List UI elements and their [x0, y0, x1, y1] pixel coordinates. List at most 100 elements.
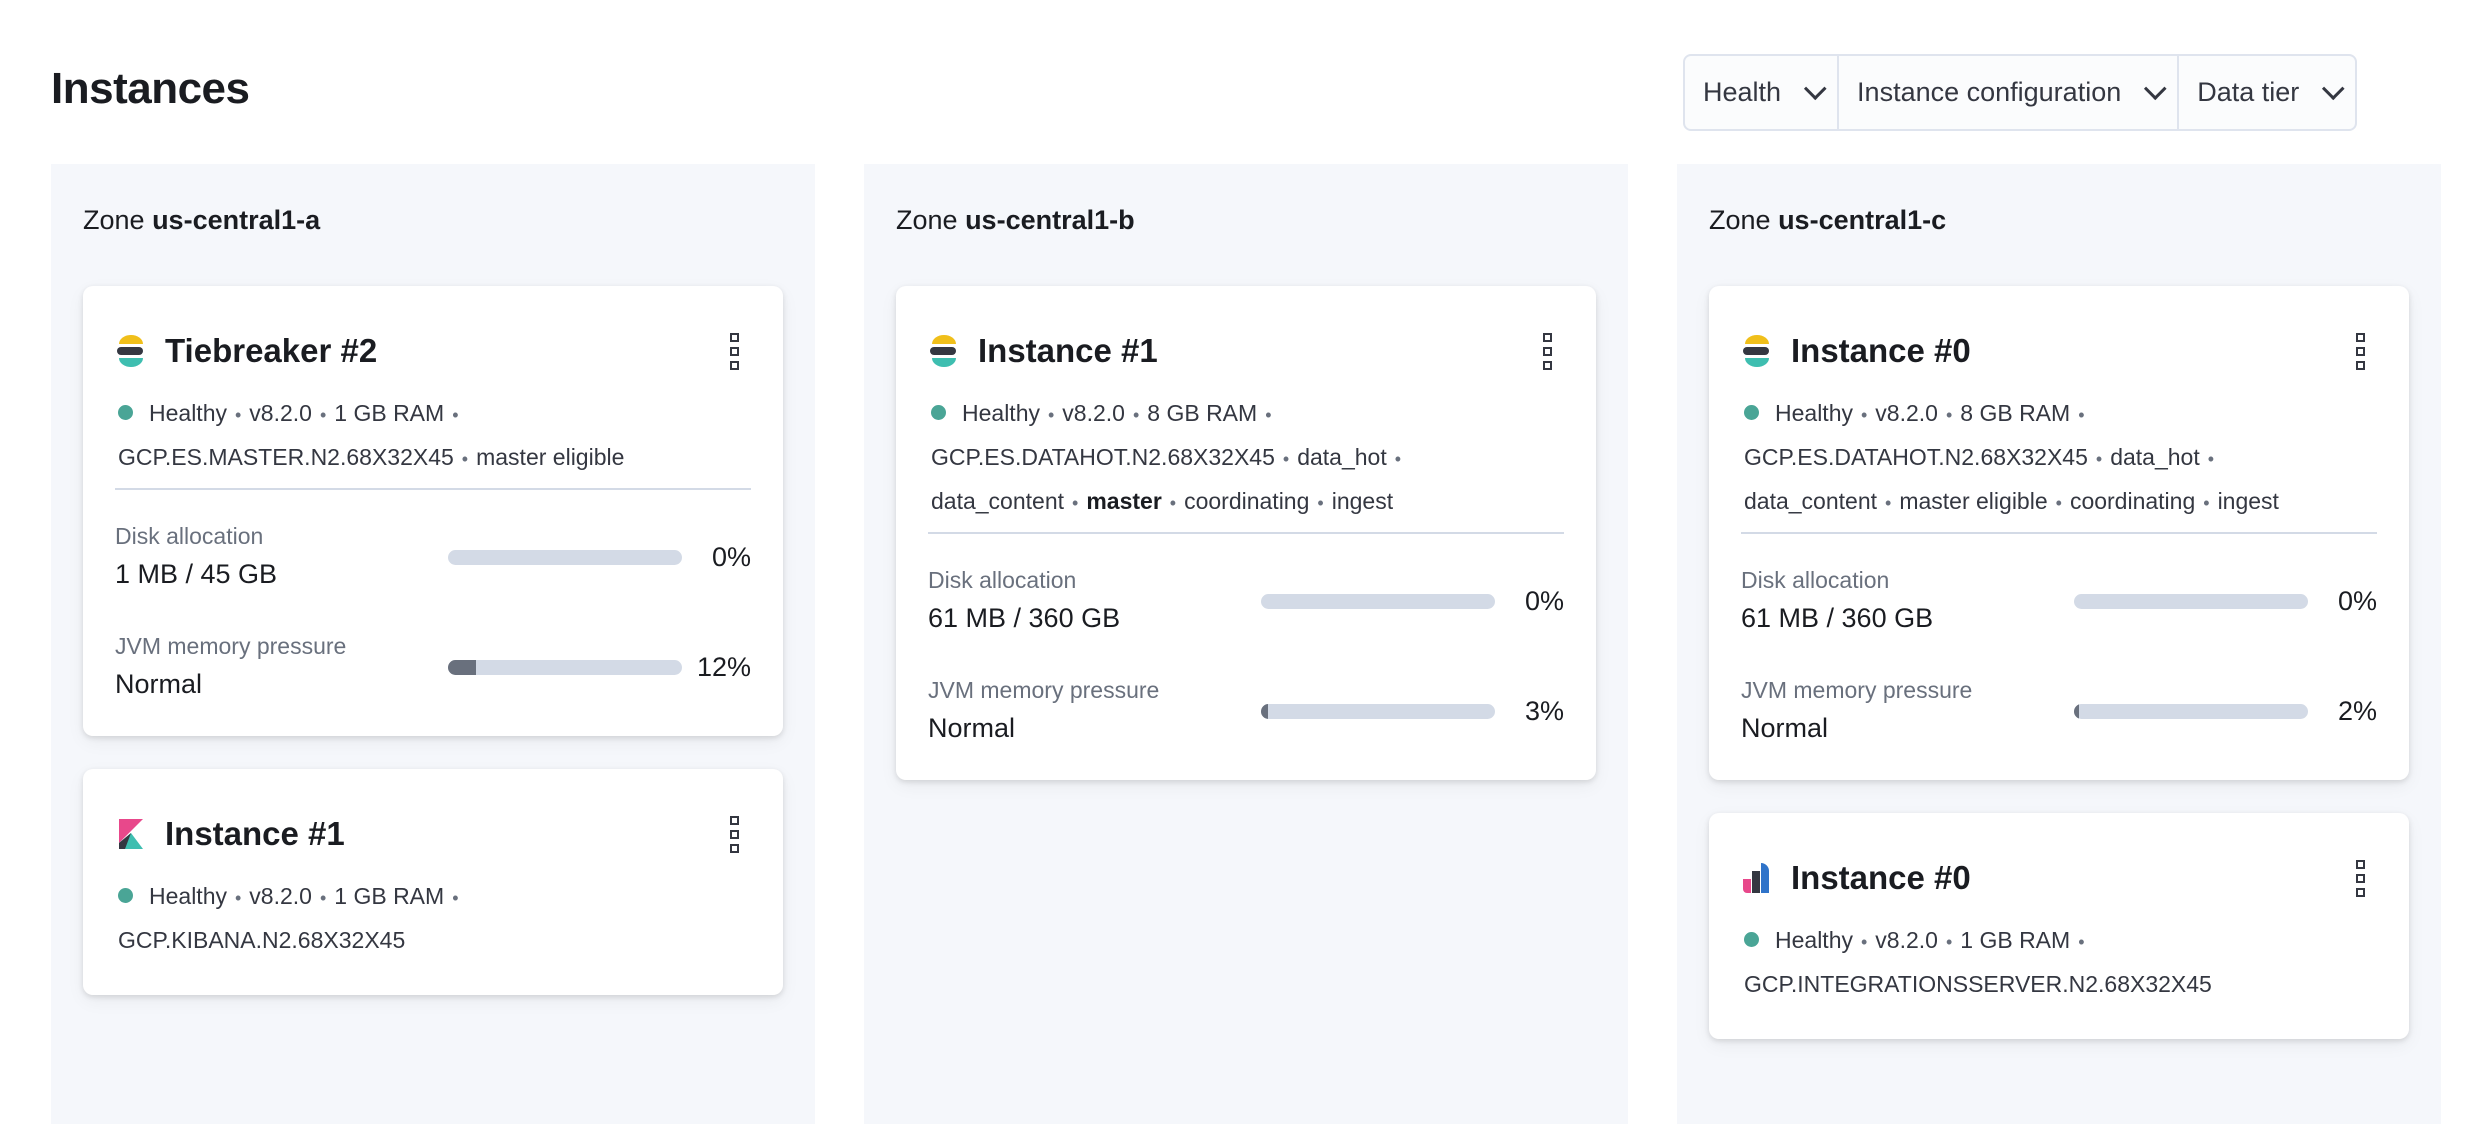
instance-attribute: GCP.ES.MASTER.N2.68X32X45: [118, 444, 454, 470]
health-status-dot: [118, 888, 133, 904]
health-status-dot: [1744, 405, 1759, 421]
filter-label: Instance configuration: [1857, 77, 2122, 107]
instance-attribute: GCP.KIBANA.N2.68X32X45: [118, 927, 406, 953]
separator: •: [1945, 405, 1953, 425]
more-actions-icon[interactable]: [1543, 332, 1552, 370]
separator: •: [1860, 932, 1868, 952]
progress-fill: [1261, 703, 1269, 719]
health-status-dot: [1744, 932, 1759, 948]
zone-label: Zone us-central1-b: [896, 205, 1135, 235]
instance-attribute: master eligible: [1899, 488, 2048, 514]
instance-name[interactable]: Instance #1: [978, 332, 1158, 369]
health-status: Healthy: [1775, 927, 1853, 953]
separator: •: [1265, 405, 1272, 425]
instance-attribute: 1 GB RAM: [334, 883, 445, 909]
instance-attribute: v8.2.0: [249, 400, 312, 426]
instance-meta: Healthy • v8.2.0 • 1 GB RAM • GCP.INTEGRATIONS…: [1741, 919, 2377, 1005]
instance-name[interactable]: Instance #1: [165, 815, 345, 852]
metric-disk-allocation: Disk allocation 1 MB / 45 GB 0%: [115, 522, 751, 592]
filter-label: Data tier: [2197, 77, 2300, 107]
separator: •: [452, 888, 459, 908]
filter-group: Health Instance configuration Data tier: [1683, 54, 2358, 131]
progress-bar: [1261, 593, 1495, 609]
instance-attribute: v8.2.0: [1875, 927, 1938, 953]
metric-disk-allocation: Disk allocation 61 MB / 360 GB 0%: [1741, 566, 2377, 636]
metric-percent: 2%: [2337, 695, 2377, 726]
more-actions-icon[interactable]: [2356, 859, 2365, 897]
metric-value: Normal: [115, 669, 203, 699]
instance-attribute: ingest: [1331, 488, 1394, 514]
zone-column: Zone us-central1-a Tiebreaker #2 Healthy…: [51, 164, 815, 1124]
metric-label: Disk allocation: [1741, 567, 1890, 593]
health-status-dot: [931, 405, 946, 421]
instance-attribute: GCP.ES.DATAHOT.N2.68X32X45: [931, 444, 1275, 470]
instance-attribute: ingest: [2217, 488, 2279, 514]
metric-disk-allocation: Disk allocation 61 MB / 360 GB 0%: [928, 566, 1564, 636]
separator: •: [234, 888, 242, 908]
instance-name[interactable]: Instance #0: [1791, 332, 1971, 369]
separator: •: [2078, 405, 2085, 425]
integrations-server-logo-icon: [1741, 861, 1791, 895]
zone-column: Zone us-central1-c Instance #0 Healthy • v…: [1677, 164, 2441, 1124]
progress-bar: [2074, 703, 2308, 719]
more-actions-icon[interactable]: [730, 815, 739, 853]
separator: •: [1945, 932, 1953, 952]
elasticsearch-logo-icon: [1741, 334, 1791, 368]
metric-label: Disk allocation: [928, 567, 1077, 593]
chevron-down-icon: [1803, 76, 1827, 100]
elasticsearch-logo-icon: [928, 334, 978, 368]
instance-attribute: 1 GB RAM: [1960, 927, 2071, 953]
page-title: Instances: [51, 64, 250, 113]
metric-jvm-memory-pressure: JVM memory pressure Normal 3%: [928, 676, 1564, 746]
separator: •: [319, 888, 327, 908]
health-status: Healthy: [149, 400, 227, 426]
metric-value: 61 MB / 360 GB: [1741, 603, 1934, 633]
instance-name[interactable]: Tiebreaker #2: [165, 332, 378, 369]
more-actions-icon[interactable]: [2356, 332, 2365, 370]
chevron-down-icon: [2144, 76, 2167, 100]
progress-bar: [448, 549, 682, 565]
instance-name[interactable]: Instance #0: [1791, 859, 1971, 896]
progress-bar: [2074, 593, 2308, 609]
filter-health[interactable]: Health: [1685, 56, 1840, 129]
more-actions-icon[interactable]: [730, 332, 739, 370]
instance-attribute: coordinating: [1184, 488, 1310, 514]
metric-percent: 3%: [1524, 695, 1564, 726]
progress-bar: [448, 659, 682, 675]
separator: •: [1394, 449, 1402, 469]
filter-data-tier[interactable]: Data tier: [2179, 56, 2355, 129]
filter-instance-configuration[interactable]: Instance configuration: [1839, 56, 2180, 129]
instance-meta: Healthy • v8.2.0 • 1 GB RAM • GCP.KIBANA.N2.68…: [115, 875, 751, 961]
instance-attribute: data_hot: [1297, 444, 1387, 470]
chevron-down-icon: [2322, 76, 2345, 100]
separator: •: [234, 405, 242, 425]
separator: •: [1885, 493, 1892, 513]
metric-percent: 0%: [1524, 585, 1564, 616]
instance-card: Instance #0 Healthy • v8.2.0 • 1 GB RAM • GCP.…: [1709, 813, 2409, 1039]
metric-value: 1 MB / 45 GB: [115, 559, 278, 589]
separator: •: [319, 405, 327, 425]
instance-attribute: v8.2.0: [1062, 400, 1125, 426]
instance-card: Instance #1 Healthy • v8.2.0 • 1 GB RAM • GCP.…: [83, 769, 783, 995]
instance-attribute: coordinating: [2069, 488, 2196, 514]
separator: •: [461, 449, 469, 469]
metric-percent: 0%: [711, 541, 751, 572]
kibana-logo-icon: [115, 817, 165, 851]
zone-label: Zone us-central1-a: [83, 205, 321, 235]
divider: [115, 488, 751, 490]
metric-value: Normal: [1741, 713, 1829, 743]
separator: •: [452, 405, 459, 425]
metric-percent: 12%: [696, 651, 751, 682]
instance-attribute: GCP.ES.DATAHOT.N2.68X32X45: [1744, 444, 2088, 470]
instance-meta: Healthy • v8.2.0 • 1 GB RAM • GCP.ES.MASTER.N2…: [115, 392, 751, 480]
instance-attribute: master eligible: [476, 444, 625, 470]
separator: •: [1282, 449, 1290, 469]
metric-jvm-memory-pressure: JVM memory pressure Normal 2%: [1741, 676, 2377, 746]
separator: •: [1072, 493, 1079, 513]
instance-attribute: data_content: [1744, 488, 1878, 514]
instance-meta: Healthy • v8.2.0 • 8 GB RAM • GCP.ES.DATAHOT.N…: [928, 392, 1564, 524]
instance-card: Tiebreaker #2 Healthy • v8.2.0 • 1 GB RAM • GC…: [83, 286, 783, 736]
filter-label: Health: [1703, 77, 1782, 107]
separator: •: [1047, 405, 1055, 425]
instance-attribute: master: [1086, 488, 1162, 514]
